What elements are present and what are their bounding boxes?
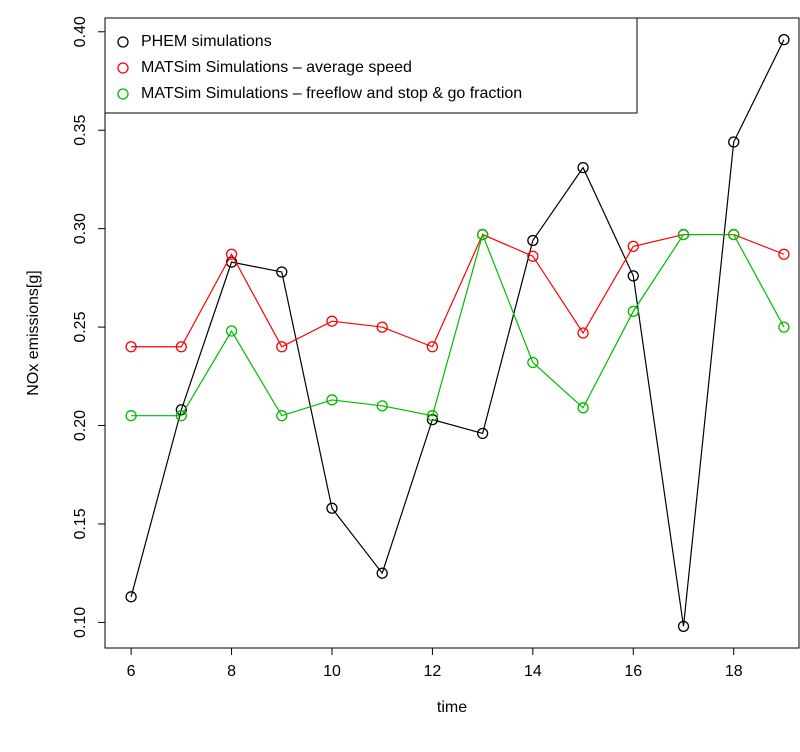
point <box>577 327 589 339</box>
point <box>476 228 489 241</box>
y-tick-label: 0.10 <box>72 607 89 638</box>
legend-box <box>104 17 638 114</box>
point <box>276 266 288 278</box>
point <box>276 410 288 422</box>
y-tick-label: 0.25 <box>72 311 89 342</box>
point <box>376 400 388 412</box>
x-tick-label: 8 <box>227 663 236 680</box>
point <box>225 248 238 260</box>
point <box>125 591 137 603</box>
point <box>677 228 690 241</box>
point <box>778 34 790 46</box>
x-tick-label: 12 <box>424 663 442 680</box>
legend-label: MATSim Simulations – average speed <box>141 59 412 76</box>
point <box>376 567 388 579</box>
point <box>577 402 589 414</box>
series-line <box>131 233 785 348</box>
point <box>627 270 639 282</box>
series-line <box>131 232 785 417</box>
point <box>527 356 539 369</box>
point <box>225 325 238 337</box>
point <box>326 502 338 514</box>
x-tick-label: 14 <box>524 663 542 680</box>
series-line <box>130 39 785 627</box>
y-tick-label: 0.40 <box>72 16 89 47</box>
point <box>677 620 690 632</box>
point <box>728 136 740 148</box>
point <box>225 256 238 268</box>
point <box>527 250 539 262</box>
x-tick-label: 18 <box>725 663 743 680</box>
x-tick-label: 16 <box>624 663 642 680</box>
y-tick-label: 0.15 <box>72 508 89 539</box>
y-tick-label: 0.35 <box>72 115 89 146</box>
legend-marker <box>117 36 129 48</box>
point <box>728 228 740 241</box>
y-tick-label: 0.30 <box>72 213 89 244</box>
point <box>326 394 338 406</box>
point <box>476 427 489 440</box>
point <box>175 341 187 353</box>
point <box>627 305 639 317</box>
legend-label: PHEM simulations <box>141 33 272 50</box>
x-tick-label: 6 <box>127 663 136 680</box>
point <box>125 341 137 353</box>
point <box>778 321 790 333</box>
y-axis-label: NOx emissions[g] <box>25 270 42 395</box>
point <box>426 341 439 353</box>
point <box>527 234 539 247</box>
point <box>125 410 137 422</box>
point <box>577 161 589 174</box>
y-tick-label: 0.20 <box>72 410 89 441</box>
point <box>426 410 439 422</box>
point <box>627 240 639 253</box>
point <box>376 321 388 333</box>
legend-marker <box>117 62 129 74</box>
legend-label: MATSim Simulations – freeflow and stop &… <box>141 85 522 102</box>
legend-marker <box>117 88 129 100</box>
point <box>778 248 790 260</box>
point <box>326 315 338 327</box>
x-tick-label: 10 <box>323 663 341 680</box>
point <box>276 341 288 353</box>
x-axis-label: time <box>437 699 467 716</box>
point <box>175 410 187 422</box>
